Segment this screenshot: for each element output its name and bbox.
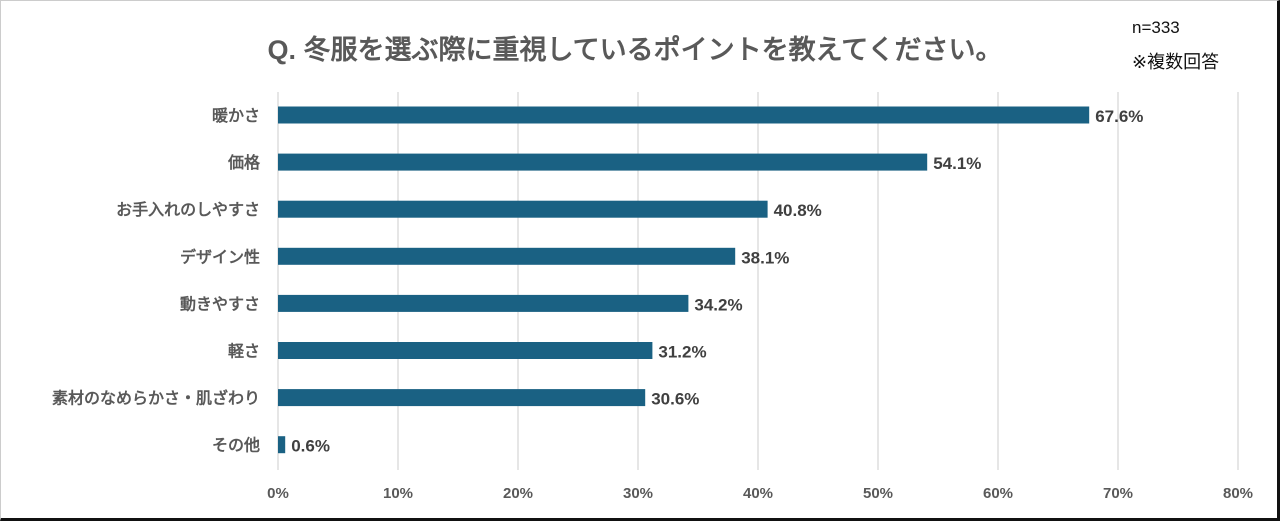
x-tick-label: 60% (983, 485, 1013, 502)
data-label: 31.2% (658, 343, 706, 362)
bar (278, 342, 653, 359)
x-tick-label: 30% (623, 485, 653, 502)
data-label: 40.8% (774, 201, 822, 220)
bar (278, 153, 928, 171)
category-label: 動きやすさ (180, 294, 260, 313)
bar (278, 436, 286, 454)
sample-size: n=333 (1132, 18, 1180, 37)
data-label: 38.1% (741, 248, 789, 267)
bar (278, 106, 1090, 124)
data-label: 34.2% (694, 295, 742, 314)
category-label: 暖かさ (212, 106, 260, 125)
x-tick-label: 20% (503, 485, 533, 502)
bar (278, 294, 689, 312)
data-label: 30.6% (651, 390, 699, 409)
category-label: 価格 (227, 153, 261, 172)
data-label: 54.1% (933, 154, 981, 173)
bar (278, 247, 736, 265)
category-label: お手入れのしやすさ (116, 200, 260, 219)
data-label: 0.6% (291, 437, 330, 456)
category-label: その他 (212, 436, 260, 455)
multiple-answer-note: ※複数回答 (1132, 52, 1220, 72)
x-tick-label: 80% (1223, 485, 1253, 502)
category-label: 素材のなめらかさ・肌ざわり (52, 389, 260, 408)
x-tick-label: 70% (1103, 485, 1133, 502)
x-tick-label: 10% (383, 485, 413, 502)
bar (278, 200, 768, 218)
bar (278, 389, 646, 407)
data-label: 67.6% (1095, 107, 1143, 126)
x-tick-label: 0% (267, 485, 289, 502)
x-tick-label: 50% (863, 485, 893, 502)
x-tick-label: 40% (743, 485, 773, 502)
chart-title: Q. 冬服を選ぶ際に重視しているポイントを教えてください。 (267, 35, 1003, 65)
category-label: デザイン性 (180, 247, 260, 266)
category-label: 軽さ (228, 342, 260, 361)
